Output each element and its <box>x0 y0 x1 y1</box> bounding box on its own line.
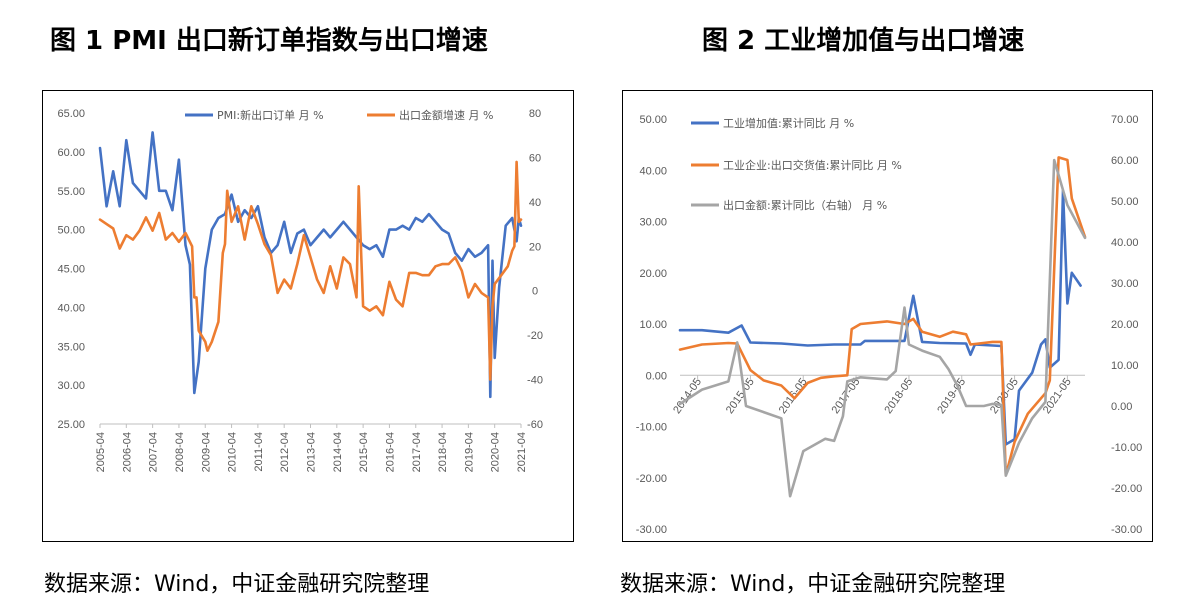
c2-left-tick-label: -10.00 <box>636 422 667 434</box>
chart1-panel: 25.00 30.00 35.00 40.00 45.00 50.00 55.00 60.00… <box>42 90 574 542</box>
c1-x-tick-label: 2008-04 <box>174 432 186 472</box>
c1-x-tick-label: 2010-04 <box>227 432 239 472</box>
figure1-source-note: 数据来源：Wind，中证金融研究院整理 <box>44 572 430 597</box>
c1-right-tick-label: 0 <box>532 286 538 298</box>
c1-left-tick-label: 40.00 <box>57 302 85 314</box>
c2-right-tick-label: 10.00 <box>1111 360 1139 372</box>
chart2-svg: -30.00 -20.00 -10.00 0.00 10.00 20.00 30.00 40.… <box>636 114 1142 536</box>
c2-right-tick-label: -20.00 <box>1111 483 1142 495</box>
c2-legend-label-1: 工业企业:出口交货值:累计同比 月 % <box>723 158 902 172</box>
c1-x-tick-label: 2005-04 <box>95 432 107 472</box>
c1-x-tick-label: 2017-04 <box>411 432 423 472</box>
c1-series-1-line <box>98 160 523 381</box>
c2-left-tick-label: 50.00 <box>639 114 667 126</box>
c1-x-tick-label: 2006-04 <box>121 432 133 472</box>
c1-legend-label-1: 出口金额增速 月 % <box>399 108 493 122</box>
c1-left-tick-label: 50.00 <box>57 225 85 237</box>
c1-left-tick-label: 25.00 <box>57 419 85 431</box>
c2-right-tick-label: 30.00 <box>1111 278 1139 290</box>
c2-x-tick-label: 2014-05 <box>671 376 704 416</box>
c1-left-tick-label: 55.00 <box>57 186 85 198</box>
c1-left-tick-label: 35.00 <box>57 341 85 353</box>
c2-right-tick-label: -10.00 <box>1111 442 1142 454</box>
c2-x-tick-label: 2018-05 <box>882 376 915 416</box>
c1-x-tick-label: 2021-04 <box>516 432 528 472</box>
c2-right-tick-label: 50.00 <box>1111 196 1139 208</box>
c1-legend-label-0: PMI:新出口订单 月 % <box>217 108 324 122</box>
c1-right-tick-label: 40 <box>529 197 541 209</box>
c1-right-tick-label: 20 <box>529 241 541 253</box>
c1-x-tick-label: 2014-04 <box>332 432 344 472</box>
c1-x-tick-label: 2015-04 <box>358 432 370 472</box>
c1-x-tick-label: 2012-04 <box>279 432 291 472</box>
c2-right-tick-label: 40.00 <box>1111 237 1139 249</box>
c2-left-tick-label: 20.00 <box>639 268 667 280</box>
c2-series-0-line <box>678 189 1082 446</box>
c2-series-1-line <box>678 156 1087 477</box>
c2-left-tick-label: 10.00 <box>639 319 667 331</box>
c1-right-tick-label: -40 <box>527 375 543 387</box>
c2-right-tick-label: -30.00 <box>1111 524 1142 536</box>
c1-left-tick-label: 60.00 <box>57 147 85 159</box>
c1-x-tick-label: 2018-04 <box>437 432 449 472</box>
figure2-title: 图 2 工业增加值与出口增速 <box>702 26 1025 56</box>
figure2-source-note: 数据来源：Wind，中证金融研究院整理 <box>620 572 1006 597</box>
c2-left-tick-label: -30.00 <box>636 524 667 536</box>
c1-left-tick-label: 65.00 <box>57 108 85 120</box>
c1-x-tick-label: 2013-04 <box>306 432 318 472</box>
c1-right-tick-label: -60 <box>527 419 543 431</box>
c2-legend-label-0: 工业增加值:累计同比 月 % <box>723 116 854 130</box>
c1-x-tick-label: 2011-04 <box>253 432 265 472</box>
c2-right-tick-label: 70.00 <box>1111 114 1139 126</box>
c2-left-tick-label: 40.00 <box>639 165 667 177</box>
c1-right-tick-label: -20 <box>527 330 543 342</box>
chart1-svg: 25.00 30.00 35.00 40.00 45.00 50.00 55.00 60.00… <box>57 108 543 472</box>
c2-right-tick-label: 60.00 <box>1111 155 1139 167</box>
chart2-panel: -30.00 -20.00 -10.00 0.00 10.00 20.00 30.00 40.… <box>622 90 1153 542</box>
c2-left-tick-label: -20.00 <box>636 473 667 485</box>
c2-series-2-line <box>678 158 1087 498</box>
c1-right-tick-label: 60 <box>529 152 541 164</box>
c2-right-tick-label: 20.00 <box>1111 319 1139 331</box>
c1-x-tick-label: 2016-04 <box>384 432 396 472</box>
c1-x-tick-label: 2009-04 <box>200 432 212 472</box>
c2-left-tick-label: 0.00 <box>646 370 667 382</box>
c1-x-tick-label: 2020-04 <box>490 432 502 472</box>
c1-series-0-line <box>98 131 523 399</box>
c1-x-tick-label: 2019-04 <box>463 432 475 472</box>
c2-right-tick-label: 0.00 <box>1111 401 1132 413</box>
c2-legend-label-2: 出口金额:累计同比（右轴） 月 % <box>723 198 887 212</box>
figure1-title: 图 1 PMI 出口新订单指数与出口增速 <box>50 26 488 56</box>
c1-left-tick-label: 30.00 <box>57 380 85 392</box>
c1-x-tick-label: 2007-04 <box>148 432 160 472</box>
c2-left-tick-label: 30.00 <box>639 217 667 229</box>
c1-right-tick-label: 80 <box>529 108 541 120</box>
c1-left-tick-label: 45.00 <box>57 264 85 276</box>
